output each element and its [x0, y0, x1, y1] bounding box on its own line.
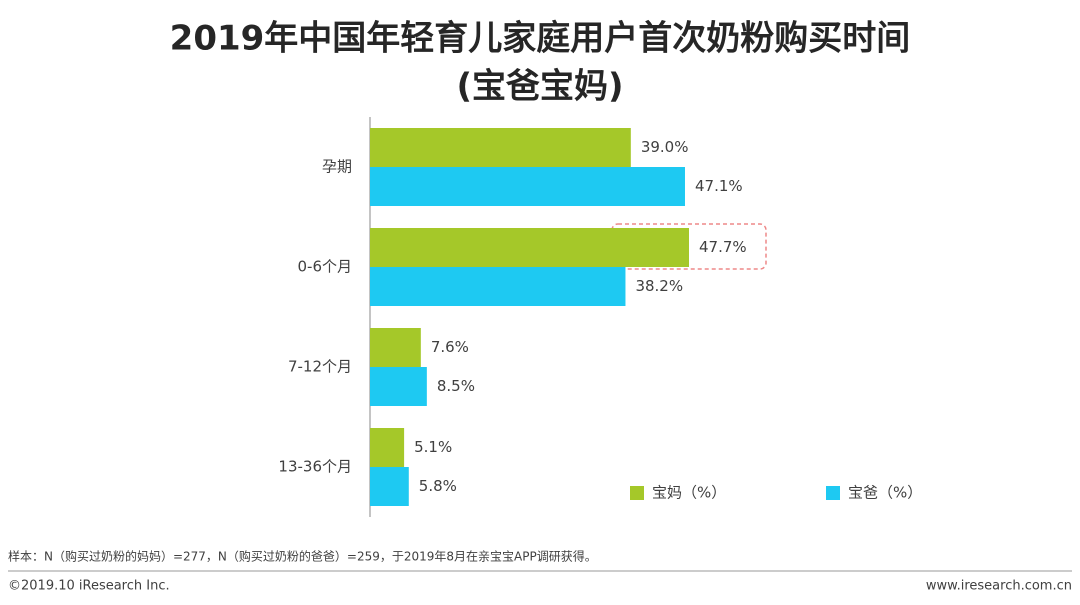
legend-label: 宝妈（%） [652, 484, 726, 502]
value-label: 7.6% [431, 338, 469, 356]
legend-swatch [630, 486, 644, 500]
bar [370, 228, 689, 267]
value-label: 47.1% [695, 177, 743, 195]
website: www.iresearch.com.cn [926, 579, 1072, 594]
y-tick-label: 0-6个月 [298, 258, 353, 276]
bar [370, 467, 409, 506]
y-tick-label: 13-36个月 [278, 458, 352, 476]
highlight-box [611, 223, 767, 270]
legend-label: 宝爸（%） [848, 484, 922, 502]
bar [370, 367, 427, 406]
value-label: 5.1% [414, 438, 452, 456]
value-label: 47.7% [699, 238, 747, 256]
bar [370, 267, 626, 306]
chart-subtitle: (宝爸宝妈) [456, 67, 623, 107]
value-label: 8.5% [437, 377, 475, 395]
value-label: 38.2% [635, 277, 683, 295]
chart-title: 2019年中国年轻育儿家庭用户首次奶粉购买时间 [170, 19, 911, 59]
bar [370, 428, 405, 467]
value-label: 39.0% [641, 138, 689, 156]
y-tick-label: 7-12个月 [288, 358, 352, 376]
bar [370, 128, 631, 167]
bar [370, 328, 421, 367]
copyright: ©2019.10 iResearch Inc. [8, 579, 170, 594]
legend-swatch [826, 486, 840, 500]
bar [370, 167, 685, 206]
value-label: 5.8% [419, 477, 457, 495]
note: 样本：N（购买过奶粉的妈妈）=277，N（购买过奶粉的爸爸）=259，于2019… [8, 549, 597, 564]
y-tick-label: 孕期 [322, 158, 352, 176]
